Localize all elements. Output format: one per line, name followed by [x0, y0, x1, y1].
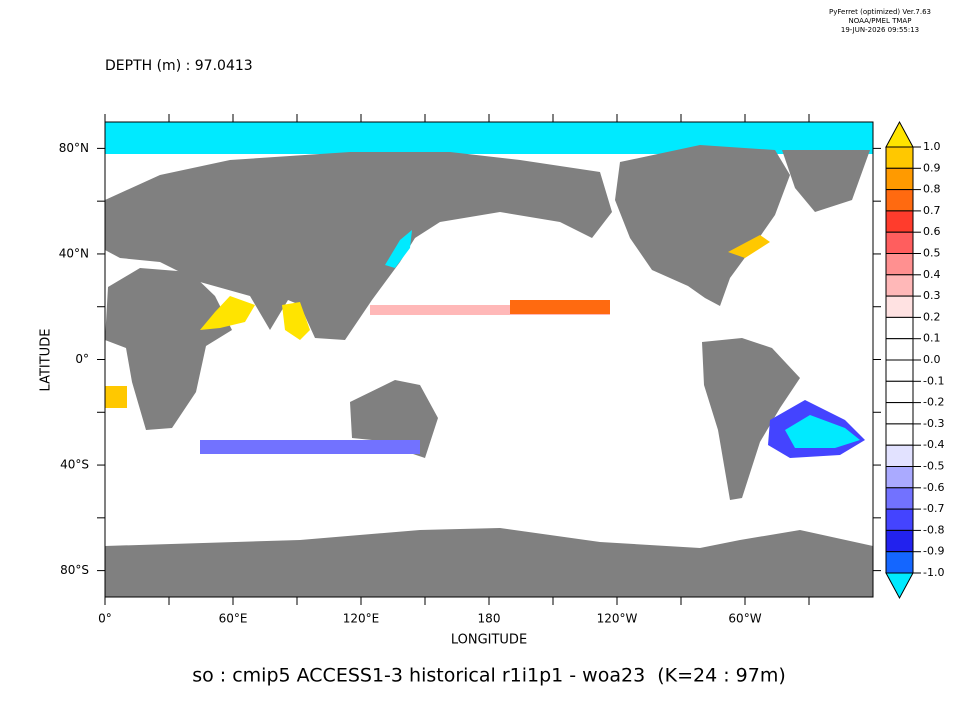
colorbar-box [885, 274, 914, 297]
colorbar-box [885, 466, 914, 489]
colorbar-box [885, 529, 914, 553]
land-australia [350, 380, 438, 458]
land-eurasia [105, 152, 612, 340]
colorbar-label: 1.0 [923, 140, 941, 153]
chart-title: so : cmip5 ACCESS1-3 historical r1i1p1 -… [192, 665, 786, 687]
anomaly-bay-of-bengal [282, 302, 310, 340]
colorbar-box [885, 338, 914, 361]
anomaly-north-pacific [510, 300, 610, 314]
colorbar-extension [885, 572, 914, 600]
colorbar-label: -0.9 [923, 545, 944, 558]
colorbar-box [885, 316, 914, 340]
colorbar-label: -0.3 [923, 417, 944, 430]
colorbar-label: 0.0 [923, 353, 941, 366]
colorbar-box [885, 551, 914, 574]
x-axis-label: LONGITUDE [451, 633, 527, 648]
colorbar-label: 0.9 [923, 161, 941, 174]
x-tick-label: 0° [98, 612, 112, 626]
land-africa [105, 268, 232, 430]
colorbar-box [885, 295, 914, 318]
colorbar-box [885, 508, 914, 531]
colorbar-label: 0.1 [923, 332, 941, 345]
colorbar-box [885, 380, 914, 404]
colorbar-box [885, 423, 914, 446]
colorbar-label: -0.5 [923, 460, 944, 473]
colorbar-label: -0.8 [923, 523, 944, 536]
colorbar-label: 0.5 [923, 247, 941, 260]
x-tick-label: 180 [478, 612, 501, 626]
y-tick-label: 0° [75, 352, 89, 366]
land-greenland [782, 150, 870, 212]
colorbar-label: -0.1 [923, 374, 944, 387]
colorbar-box [885, 189, 914, 212]
x-tick-label: 120°E [343, 612, 380, 626]
land-antarctica [105, 528, 873, 597]
header-line: 19-JUN-2026 09:55:13 [841, 26, 919, 34]
colorbar-label: -1.0 [923, 566, 944, 579]
colorbar-label: 0.4 [923, 268, 941, 281]
anomaly-south-indian [200, 440, 420, 454]
colorbar-box [885, 487, 914, 510]
colorbar-label: 0.2 [923, 310, 941, 323]
anomaly-gulf-stream [728, 235, 770, 258]
colorbar-label: -0.4 [923, 438, 944, 451]
header-line: NOAA/PMEL TMAP [849, 17, 912, 25]
colorbar-label: -0.7 [923, 502, 944, 515]
subtitle: DEPTH (m) : 97.0413 [105, 58, 253, 74]
x-tick-label: 120°W [597, 612, 638, 626]
colorbar-box [885, 231, 914, 254]
land-north-america [615, 145, 790, 306]
colorbar-box [885, 210, 914, 233]
colorbar-box [885, 402, 914, 425]
colorbar-label: 0.7 [923, 204, 941, 217]
map-field [104, 121, 874, 598]
anomaly-north-pacific [370, 305, 610, 315]
anomaly-arabian-sea [200, 296, 255, 330]
y-tick-label: 80°N [59, 141, 89, 155]
anomaly-south-atlantic [785, 415, 860, 448]
anomaly-japan-sea [385, 230, 412, 268]
land-south-america [702, 338, 800, 500]
colorbar-extension [885, 120, 914, 148]
y-tick-label: 40°S [60, 458, 89, 472]
anomaly-benguela [105, 386, 127, 408]
colorbar-label: 0.8 [923, 183, 941, 196]
x-tick-label: 60°W [728, 612, 761, 626]
colorbar-label: -0.2 [923, 396, 944, 409]
y-tick-label: 40°N [59, 246, 89, 260]
colorbar-label: 0.3 [923, 289, 941, 302]
header-line: PyFerret (optimized) Ver.7.63 [829, 8, 931, 16]
y-tick-label: 80°S [60, 563, 89, 577]
y-axis-label: LATITUDE [39, 329, 54, 392]
x-tick-label: 60°E [219, 612, 248, 626]
colorbar-box [885, 167, 914, 191]
colorbar-box [885, 444, 914, 468]
colorbar-box [885, 146, 914, 169]
colorbar-box [885, 359, 914, 382]
colorbar-label: 0.6 [923, 225, 941, 238]
colorbar-label: -0.6 [923, 481, 944, 494]
colorbar-box [885, 253, 914, 276]
